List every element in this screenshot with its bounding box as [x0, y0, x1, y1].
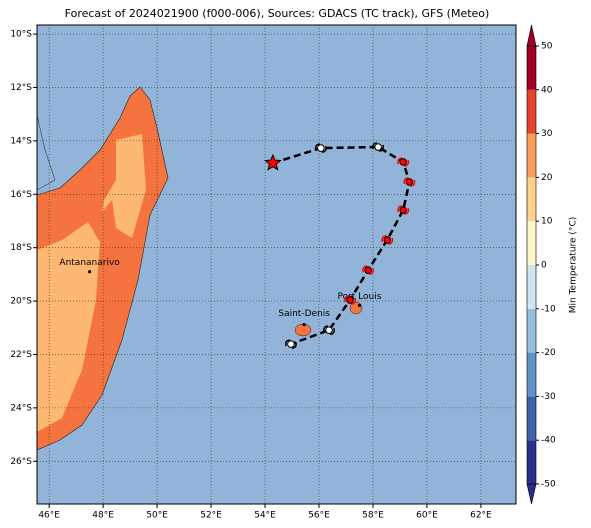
grid [37, 25, 516, 504]
track-point [383, 236, 392, 244]
cyclone-arm [381, 235, 387, 243]
colorbar-bin [527, 440, 536, 484]
cyclone-symbol [314, 143, 327, 153]
x-tick-label: 54°E [254, 511, 276, 521]
track-point [399, 206, 407, 214]
cyclone-symbol [344, 295, 356, 305]
cyclone-arm [397, 157, 403, 165]
cyclone-symbol [397, 157, 410, 167]
y-tick-label: 16°S [10, 190, 32, 200]
colorbar-tick-label: 10 [541, 217, 553, 227]
cyclone-symbol [362, 265, 375, 275]
cyclone-arm [379, 144, 385, 152]
track-point [364, 266, 372, 274]
y-tick-label: 22°S [10, 350, 32, 360]
cyclone-arm [350, 297, 356, 305]
colorbar-tick-label: 50 [541, 42, 553, 52]
warm-region [37, 222, 100, 432]
y-tick-label: 24°S [10, 403, 32, 413]
colorbar-bin [527, 308, 536, 353]
track-point [317, 144, 325, 152]
track-point [287, 340, 295, 348]
colorbar-tick-label: 40 [541, 85, 553, 95]
cyclone-arm [323, 325, 329, 333]
colorbar-extend-top [526, 24, 537, 47]
city-dot [302, 322, 306, 327]
africa-coast [36, 114, 56, 191]
colorbar-extend-bottom [526, 483, 537, 505]
colorbar-tick-label: 0 [541, 261, 547, 271]
city-dot [357, 303, 362, 307]
cyclone-symbol [323, 325, 335, 335]
track-point [346, 296, 354, 304]
cyclone-arm [344, 295, 350, 303]
x-tick-label: 56°E [308, 511, 330, 521]
x-tick-label: 48°E [92, 511, 114, 521]
cyclone-symbol [403, 177, 416, 187]
city-label: Port Louis [337, 292, 381, 302]
cyclone-arm [403, 177, 409, 185]
warm-region-north [102, 134, 146, 238]
colorbar-bin [527, 221, 536, 265]
cyclone-arm [362, 265, 368, 273]
colorbar-tick-label: -30 [541, 392, 556, 402]
colorbar-bin [527, 46, 536, 90]
x-tick-label: 58°E [362, 511, 384, 521]
track-point [405, 178, 414, 186]
cyclone-arm [388, 237, 394, 245]
colorbar-bin [527, 265, 536, 309]
colorbar-tick-label: -40 [541, 436, 556, 446]
cyclone-symbol [381, 235, 394, 245]
colorbar-label: Min Temperature (°C) [569, 217, 579, 314]
y-tick-label: 18°S [10, 243, 32, 253]
colorbar-tick-label: -50 [541, 480, 556, 490]
colorbar-tick-label: 20 [541, 173, 553, 183]
track-point [325, 326, 333, 334]
y-tick-label: 12°S [10, 83, 32, 93]
x-tick-label: 52°E [200, 511, 222, 521]
colorbar-bin [527, 352, 536, 397]
x-tick-label: 60°E [416, 511, 438, 521]
colorbar-tick-label: -20 [541, 348, 556, 358]
genesis-star [264, 153, 282, 171]
colorbar-bin [527, 177, 536, 222]
reunion [294, 323, 312, 337]
cyclone-arm [404, 207, 410, 215]
cyclone-arm [410, 179, 416, 187]
cyclone-arm [404, 159, 410, 167]
x-tick-label: 62°E [470, 511, 492, 521]
cyclone-arm [372, 142, 378, 150]
colorbar-tick-label: -10 [541, 304, 556, 314]
x-tick-label: 46°E [38, 511, 60, 521]
y-tick-label: 20°S [10, 297, 32, 307]
track-point [374, 143, 382, 151]
cyclone-symbol [285, 339, 297, 349]
colorbar-bin [527, 396, 536, 441]
cyclone-arm [369, 267, 375, 275]
cyclone-symbol [397, 205, 410, 215]
cyclone-arm [291, 341, 297, 349]
city-label: Saint-Denis [278, 309, 330, 319]
track-point [399, 158, 407, 166]
chart-title: Forecast of 2024021900 (f000-006), Sourc… [65, 7, 490, 20]
y-tick-label: 26°S [10, 457, 32, 467]
map-frame [36, 24, 517, 505]
x-tick-label: 50°E [146, 511, 168, 521]
cyclone-symbol [372, 142, 385, 152]
cyclone-arm [321, 145, 327, 153]
cyclone-arm [314, 143, 320, 151]
city-label: Antananarivo [59, 258, 120, 268]
cyclone-arm [329, 328, 335, 335]
colorbar-tick-label: 30 [541, 129, 553, 139]
colorbar-bin [527, 133, 536, 178]
track: Antananarivo Port Louis Saint-Denis [59, 142, 416, 349]
colorbar-bin [527, 89, 536, 134]
cyclone-arm [397, 205, 403, 213]
cyclone-arm [285, 339, 290, 347]
city-dot [88, 270, 92, 274]
track-line [272, 145, 411, 346]
y-tick-label: 14°S [10, 136, 32, 146]
y-tick-label: 10°S [10, 30, 32, 40]
